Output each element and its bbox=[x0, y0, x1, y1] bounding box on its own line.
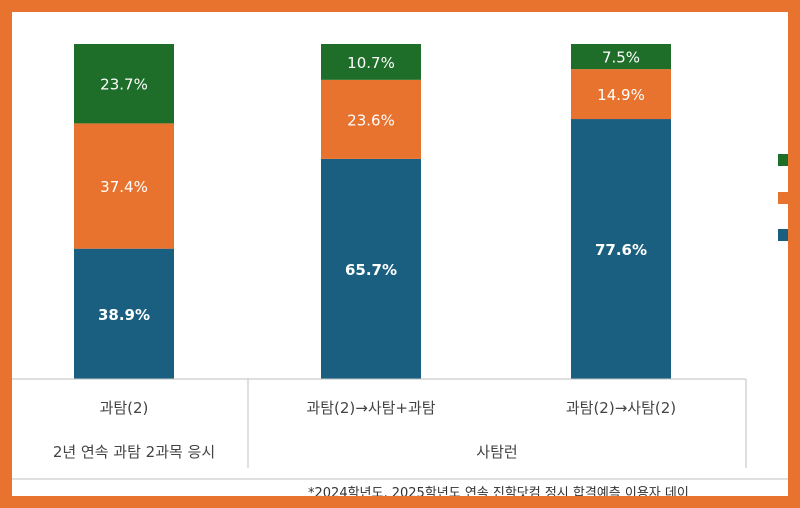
data-label: 23.7% bbox=[100, 76, 148, 94]
bar-segment bbox=[321, 158, 421, 379]
bar-segment bbox=[321, 44, 421, 80]
bar-segment bbox=[74, 123, 174, 249]
legend-marker bbox=[778, 192, 788, 204]
group-label: 2년 연속 과탐 2과목 응시 bbox=[53, 443, 215, 461]
bar-segment bbox=[571, 44, 671, 70]
footnote: *2024학년도, 2025학년도 연속 진학닷컴 정시 합격예측 이용자 데이 bbox=[308, 486, 689, 496]
chart-frame: 38.9% 37.4% 23.7% 65.7% 23.6% 10.7% 77.6% 14.9%… bbox=[12, 12, 788, 496]
category-label: 과탐(2) bbox=[100, 399, 149, 417]
data-label: 14.9% bbox=[597, 86, 645, 104]
legend-marker bbox=[778, 154, 788, 166]
data-label: 65.7% bbox=[345, 261, 397, 279]
legend-marker bbox=[778, 229, 788, 241]
data-label: 23.6% bbox=[347, 111, 395, 129]
bar-segment bbox=[571, 69, 671, 120]
data-label: 38.9% bbox=[98, 306, 150, 324]
data-label: 37.4% bbox=[100, 178, 148, 196]
bar-segment bbox=[74, 44, 174, 124]
data-label: 77.6% bbox=[595, 241, 647, 259]
category-label: 과탐(2)→사탐(2) bbox=[566, 399, 676, 417]
data-label: 7.5% bbox=[602, 49, 640, 67]
data-label: 10.7% bbox=[347, 54, 395, 72]
group-label: 사탐런 bbox=[476, 443, 517, 461]
category-label: 과탐(2)→사탐+과탐 bbox=[306, 399, 435, 417]
bar-segment bbox=[571, 119, 671, 379]
bar-segment bbox=[321, 79, 421, 159]
bar-segment bbox=[74, 248, 174, 379]
stacked-bar-chart: 38.9% 37.4% 23.7% 65.7% 23.6% 10.7% 77.6% 14.9%… bbox=[12, 44, 788, 480]
